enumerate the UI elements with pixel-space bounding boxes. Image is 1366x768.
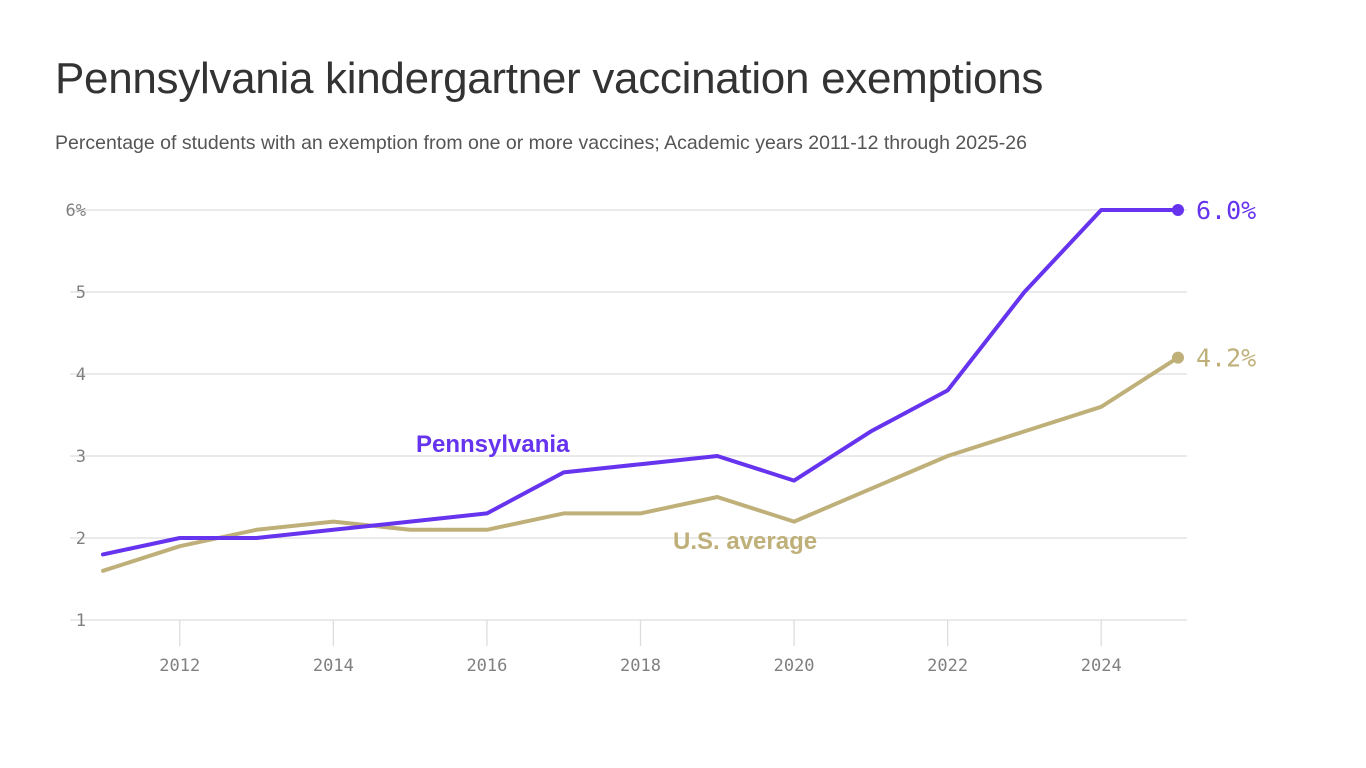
us_average-line [101,355,1180,573]
x-tick-label: 2018 [620,656,661,676]
pennsylvania-end-value-label: 6.0% [1196,196,1256,225]
y-tick-label: 4 [76,365,86,385]
chart-subtitle: Percentage of students with an exemption… [55,132,1027,154]
series-lines [101,204,1184,573]
series-labels: 4.2% 6.0% Pennsylvania U.S. average [416,196,1256,555]
y-tick-label: 5 [76,283,86,303]
x-tick-label: 2016 [466,656,507,676]
y-tick-label: 3 [76,447,86,467]
gridlines [70,209,1187,621]
us_average-series-label: U.S. average [673,528,817,555]
x-tick-label: 2024 [1081,656,1122,676]
y-tick-label: 1 [76,611,86,631]
x-tick-label: 2014 [313,656,354,676]
x-tick-label: 2012 [159,656,200,676]
y-tick-label: 2 [76,529,86,549]
x-tick-label: 2020 [774,656,815,676]
pennsylvania-line [101,208,1180,557]
pennsylvania-series-label: Pennsylvania [416,431,570,458]
chart-title: Pennsylvania kindergartner vaccination e… [55,54,1044,103]
axes: 1 2 3 4 5 6% 2012 2014 2016 2018 2020 2022 2024 [66,201,1122,676]
us_average-end-point [1172,351,1184,364]
us_average-end-value-label: 4.2% [1196,344,1256,373]
pennsylvania-end-point [1172,204,1184,216]
x-tick-label: 2022 [927,656,968,676]
y-tick-label: 6% [66,201,86,221]
